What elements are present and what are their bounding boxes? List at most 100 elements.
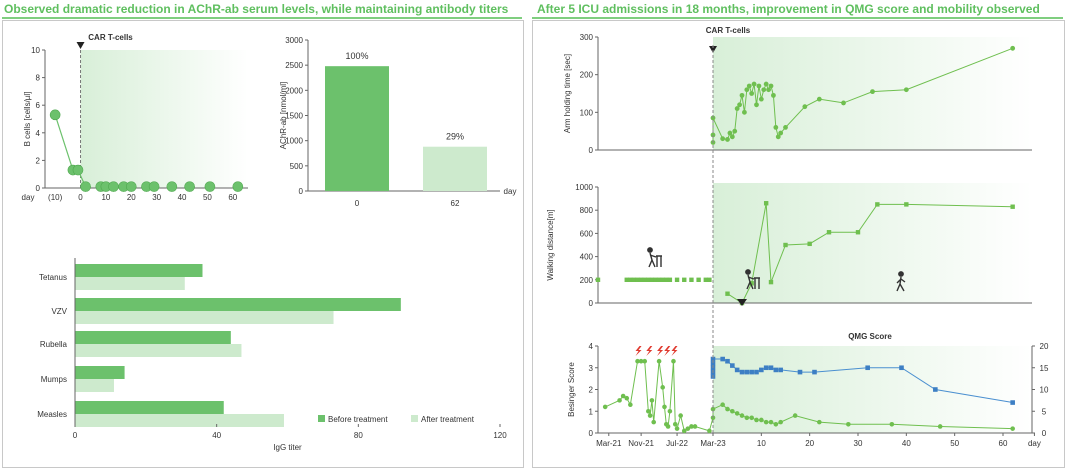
besinger-point [674,426,680,431]
walk-point [807,241,812,247]
qmg-x-tick-label: Jul-22 [666,439,688,448]
besinger-point [792,413,798,418]
left-panel [2,20,524,468]
arm-point [1010,45,1016,51]
walk-point [875,202,880,207]
besinger-point [624,395,630,401]
igg-bar [75,311,334,324]
bcells-point [184,181,195,192]
icu-lightning-icon [671,346,678,356]
left-panel-heading: Observed dramatic reduction in AChR-ab s… [4,2,509,16]
bcells-y-tick-label: 10 [31,46,40,55]
arm-point [739,92,745,98]
walk-y-axis-label: Walking distance[m] [546,209,555,280]
walker-icon [745,269,760,290]
achr-x-tick-label: 0 [355,199,360,208]
arm-point [841,100,846,106]
besinger-point [759,417,764,423]
qmg-point [773,367,779,373]
besinger-point [628,402,633,408]
arm-y-tick-label: 200 [580,71,594,80]
right-panel-heading: After 5 ICU admissions in 18 months, imp… [537,2,1040,16]
qmg-y-tick-label: 0 [589,429,594,438]
besinger-point [646,408,651,414]
walking-person-body [896,276,906,292]
besinger-point [1010,426,1015,431]
bcells-y-tick-label: 0 [36,184,41,193]
walk-point [855,230,861,235]
qmg-point [933,387,938,392]
arm-marker-label: CAR T-cells [706,26,751,35]
walk-pre-point [638,277,644,282]
qmg-point [768,365,774,371]
arm-point [766,87,771,93]
arm-y-tick-label: 300 [580,33,594,42]
qmg-post-car-shade [713,346,1032,433]
besinger-point [651,419,657,425]
walk-y-tick-label: 200 [580,276,594,285]
qmg-x-tick-label: 60 [999,439,1008,448]
walk-y-tick-label: 600 [580,229,594,238]
igg-legend-swatch [318,415,325,422]
icu-lightning-icon [635,346,642,356]
qmg-point [720,356,725,362]
besinger-point [620,393,626,399]
arm-point [729,134,735,140]
arm-point [751,81,757,87]
qmg-y2-tick-label: 0 [1042,429,1047,438]
qmg-title: QMG Score [848,332,892,341]
igg-bar [75,379,114,392]
besinger-point [685,426,691,431]
achr-bar [423,146,487,191]
arm-point [742,109,747,115]
walk-pre-point [689,277,694,282]
walk-post-car-shade [713,183,1032,303]
arm-point [734,106,740,111]
achr-bar-data-label: 29% [446,132,464,142]
igg-bar [75,331,231,344]
walk-point [904,202,909,207]
igg-bar [75,344,242,357]
igg-bar [75,414,284,427]
icu-lightning-icon [657,346,664,356]
bcells-x-tick-label: 10 [101,193,110,202]
walker-head [647,247,653,253]
walk-pre-point [660,277,665,282]
walk-y-tick-label: 400 [580,253,594,262]
qmg-point [730,363,735,368]
bcells-marker-label: CAR T-cells [88,33,133,42]
walk-pre-point [595,277,601,282]
arm-y-tick-label: 0 [589,146,594,155]
besinger-point [710,406,716,412]
bcells-point [80,181,91,192]
besinger-point [660,385,665,390]
qmg-y2-tick-label: 20 [1040,342,1049,351]
walker-icon [647,247,662,268]
besinger-point [817,419,822,425]
igg-category-label: Tetanus [39,273,67,282]
bcells-post-car-shade [80,50,249,188]
igg-legend-label: Before treatment [328,415,388,424]
igg-x-tick-label: 40 [212,431,221,440]
besinger-point [773,422,779,427]
achr-bar-data-label: 100% [345,51,368,61]
qmg-point [749,369,754,375]
besinger-point [617,398,622,403]
bcells-car-marker-icon [76,42,85,49]
walk-pre-point [667,277,673,282]
besinger-point [665,424,671,429]
walk-pre-point [703,277,709,282]
arm-point [768,83,774,89]
bcells-point [166,181,178,192]
walk-pre-point [631,277,637,282]
bcells-x-tick-label: 30 [152,193,161,202]
besinger-point [937,424,943,429]
qmg-x-tick-label: Mar-23 [700,439,726,448]
arm-point [737,102,742,108]
igg-legend-swatch [411,415,418,422]
besinger-point [662,404,667,410]
arm-point [727,130,733,136]
walk-pre-point [628,277,633,282]
besinger-point [739,413,745,418]
walker-frame [754,277,760,289]
